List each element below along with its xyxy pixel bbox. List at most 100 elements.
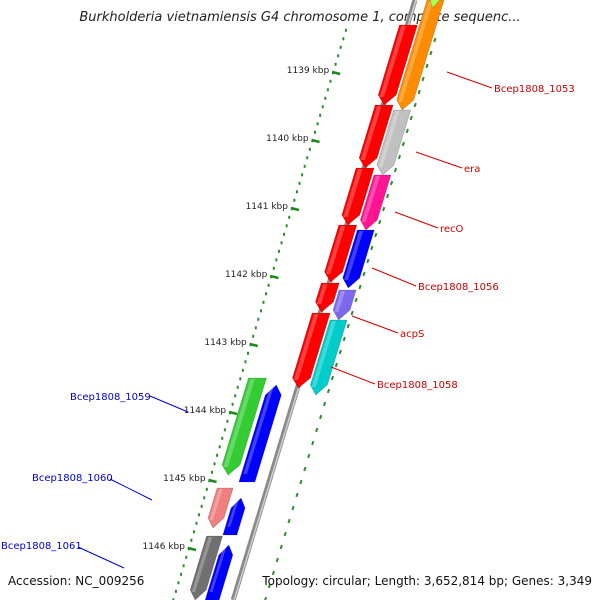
tick-dot	[177, 581, 180, 585]
gene-arrow-Bcep1808_1060[interactable]	[207, 487, 234, 529]
tick-dot	[283, 232, 286, 236]
tick-dot	[295, 190, 298, 194]
tick-dot	[267, 283, 270, 287]
gene-arrow-red[interactable]	[315, 282, 340, 313]
tick-dot	[344, 28, 347, 32]
gene-label-Bcep1808_1056[interactable]: Bcep1808_1056	[371, 267, 499, 293]
inner-tick-dash	[291, 505, 295, 511]
inner-tick-dash	[330, 375, 335, 381]
inner-tick-dash	[326, 388, 331, 394]
inner-tick-dash	[405, 128, 409, 134]
inner-tick-dash	[338, 349, 342, 355]
inner-tick-dash	[295, 492, 299, 498]
gene-arrow-Bcep1808_1059[interactable]	[221, 377, 267, 476]
gene-arrow-red[interactable]	[324, 224, 358, 283]
inner-tick-dash	[370, 245, 374, 251]
gene-arrow-red[interactable]	[341, 167, 375, 226]
inner-tick-dash	[322, 401, 327, 407]
gene-label-acpS[interactable]: acpS	[351, 315, 424, 340]
inner-tick-dash	[307, 453, 311, 459]
tick-mark	[249, 342, 259, 348]
inner-tick-dash	[397, 154, 402, 160]
tick-dot	[275, 258, 278, 262]
tick-marks: 1139 kbp 1140 kbp 1141 kbp 1142 kbp 1143 kbp…	[143, 66, 341, 552]
tick-dot	[321, 105, 324, 109]
tick-dot	[234, 394, 237, 398]
tick-dot	[303, 164, 306, 168]
inner-tick-dash	[311, 440, 315, 446]
gene-label-Bcep1808_1053[interactable]: Bcep1808_1053	[446, 71, 575, 95]
tick-dot	[308, 147, 311, 151]
tick-mark	[290, 206, 300, 212]
gene-arrow-blue[interactable]	[222, 497, 246, 536]
gene-label-Bcep1808_1060[interactable]: Bcep1808_1060	[32, 473, 153, 501]
gene-arrow-Bcep1808_1053[interactable]	[396, 0, 445, 111]
tick-dot	[180, 572, 183, 576]
inner-tick-dash	[283, 531, 287, 537]
gene-arrow-era[interactable]	[376, 109, 412, 176]
tick-dot	[319, 113, 322, 117]
inner-tick-dash	[362, 271, 366, 277]
svg-text:Bcep1808_1053: Bcep1808_1053	[494, 84, 575, 95]
gene-label-recO[interactable]: recO	[394, 211, 464, 235]
inner-tick-dash	[350, 310, 354, 316]
inner-tick-dash	[409, 115, 413, 121]
inner-tick-dash	[342, 336, 346, 342]
tick-dot	[257, 317, 260, 321]
tick-label: 1140 kbp	[266, 134, 309, 144]
tick-dot	[262, 300, 265, 304]
inner-tick-dash	[346, 323, 350, 329]
tick-dot	[244, 360, 247, 364]
inner-tick-dash	[267, 583, 272, 589]
tick-dot	[213, 462, 216, 466]
tick-mark	[208, 478, 217, 484]
gene-arrow-acpS[interactable]	[332, 289, 357, 321]
tick-dot	[329, 79, 332, 83]
gene-arrow-red[interactable]	[358, 104, 394, 169]
tick-dot	[293, 198, 296, 202]
gene-arrow-top-partial[interactable]	[429, 0, 444, 9]
tick-dot	[241, 368, 244, 372]
gene-label-Bcep1808_1061[interactable]: Bcep1808_1061	[1, 541, 125, 569]
gene-arrow-Bcep1808_1061[interactable]	[189, 535, 223, 600]
tick-label: 1142 kbp	[225, 270, 268, 280]
gene-arrow-Bcep1808_1058[interactable]	[310, 319, 348, 396]
gene-arrow-red[interactable]	[377, 24, 418, 106]
tick-dot	[285, 224, 288, 228]
tick-dot	[301, 173, 304, 177]
tick-dot	[223, 428, 226, 432]
gene-label-era[interactable]: era	[415, 151, 480, 175]
inner-tick-dash	[385, 193, 390, 199]
gene-arrow-blue[interactable]	[204, 544, 234, 600]
tick-dot	[182, 564, 185, 568]
gene-arrow-red[interactable]	[292, 312, 331, 389]
tick-label: 1145 kbp	[163, 474, 206, 484]
inner-tick-dash	[433, 37, 437, 43]
topology-summary: Topology: circular; Length: 3,652,814 bp…	[262, 574, 592, 588]
tick-mark	[187, 546, 197, 552]
tick-mark	[270, 274, 279, 280]
tick-dot	[226, 419, 229, 423]
tick-dot	[205, 487, 208, 491]
tick-dot	[314, 130, 316, 134]
inner-tick-dash	[401, 141, 405, 147]
tick-label: 1139 kbp	[287, 66, 330, 76]
gene-arrow-recO[interactable]	[360, 174, 392, 231]
tick-dot	[298, 181, 301, 185]
tick-label: 1143 kbp	[204, 338, 247, 348]
feature-track	[189, 0, 445, 600]
gene-label-Bcep1808_1058[interactable]: Bcep1808_1058	[330, 366, 458, 391]
inner-tick-dash	[366, 258, 370, 264]
tick-mark	[228, 410, 238, 416]
tick-label: 1141 kbp	[246, 202, 289, 212]
gene-label-Bcep1808_1059[interactable]: Bcep1808_1059	[70, 392, 189, 413]
gene-arrow-Bcep1808_1056[interactable]	[342, 229, 375, 289]
accession-text: Accession: NC_009256	[8, 574, 145, 588]
tick-mark	[331, 70, 341, 76]
tick-dot	[200, 504, 203, 508]
tick-dot	[195, 521, 198, 525]
gene-arrow-blue[interactable]	[238, 384, 282, 483]
svg-text:Bcep1808_1061: Bcep1808_1061	[1, 541, 82, 552]
tick-dot	[342, 37, 345, 41]
